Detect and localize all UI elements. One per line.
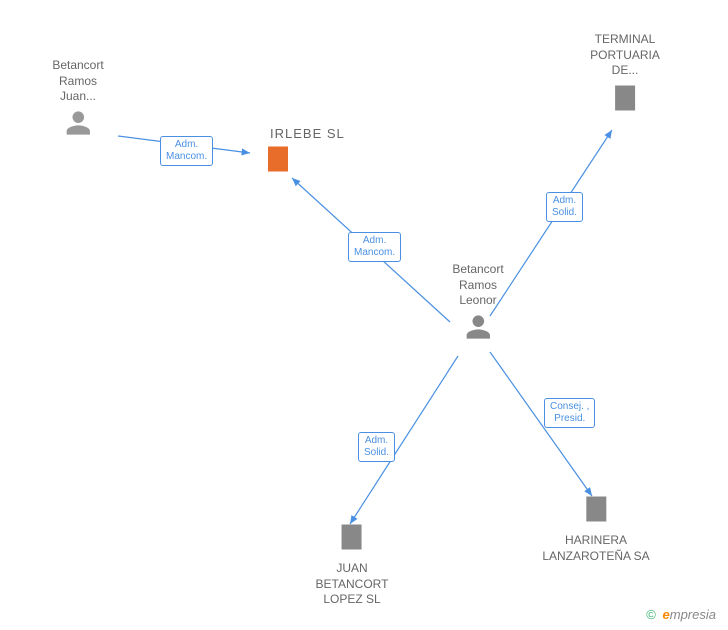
brand-initial: e [663, 607, 670, 622]
person-icon [64, 109, 92, 142]
copyright-icon: © [646, 607, 656, 622]
node-company-terminal[interactable]: TERMINAL PORTUARIA DE... [590, 32, 660, 118]
edge-label: Adm. Solid. [546, 192, 583, 222]
edge-label: Adm. Mancom. [160, 136, 213, 166]
building-icon [337, 522, 367, 557]
edge-label: Consej. , Presid. [544, 398, 595, 428]
node-label: Betancort Ramos Leonor [452, 262, 503, 309]
node-company-irlebe[interactable] [263, 144, 293, 179]
edge-label: Adm. Mancom. [348, 232, 401, 262]
node-company-juan-betancort[interactable]: JUAN BETANCORT LOPEZ SL [316, 522, 389, 608]
building-icon [263, 144, 293, 179]
watermark: © empresia [646, 607, 716, 622]
node-label: Betancort Ramos Juan... [52, 58, 103, 105]
edge-label: Adm. Solid. [358, 432, 395, 462]
building-icon [610, 83, 640, 118]
node-label: JUAN BETANCORT LOPEZ SL [316, 561, 389, 608]
node-person-betancort-juan[interactable]: Betancort Ramos Juan... [52, 58, 103, 142]
brand-text: mpresia [670, 607, 716, 622]
building-icon [581, 494, 611, 529]
node-label: TERMINAL PORTUARIA DE... [590, 32, 660, 79]
node-person-betancort-leonor[interactable]: Betancort Ramos Leonor [452, 262, 503, 346]
person-icon [464, 313, 492, 346]
node-company-harinera[interactable]: HARINERA LANZAROTEÑA SA [542, 494, 649, 564]
node-company-irlebe-title: IRLEBE SL [270, 126, 345, 141]
node-label: HARINERA LANZAROTEÑA SA [542, 533, 649, 564]
